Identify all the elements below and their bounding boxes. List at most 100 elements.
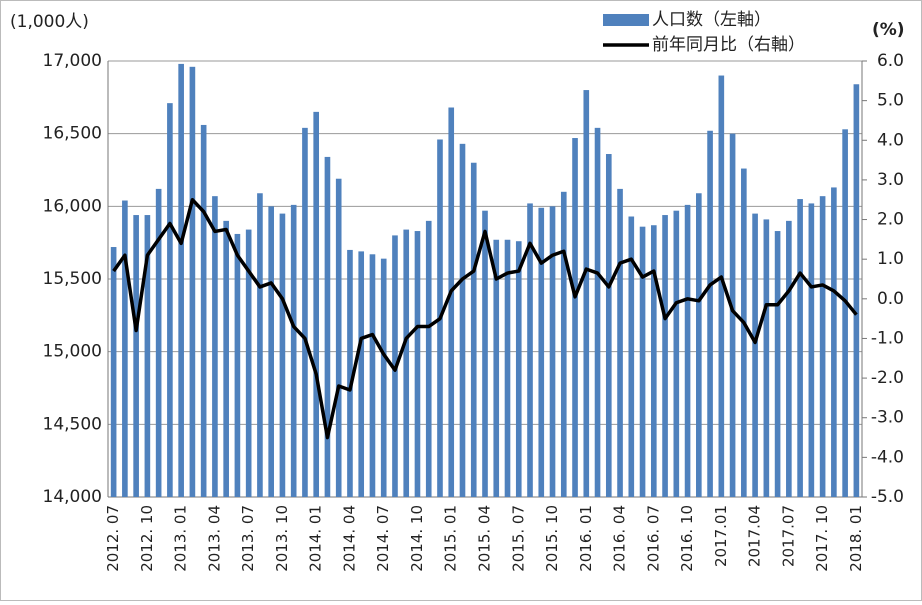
y2-tick-label: 2.0 — [877, 210, 904, 230]
bar — [268, 206, 274, 498]
bar — [842, 129, 848, 497]
bar — [122, 200, 128, 497]
bar — [538, 207, 545, 497]
y2-tick-label: 6.0 — [877, 51, 904, 71]
bar — [673, 210, 680, 497]
bar — [144, 215, 151, 497]
bar — [572, 138, 578, 497]
y2-tick-label: 4.0 — [877, 130, 904, 150]
x-tick-label: 2014. 01 — [307, 505, 325, 572]
x-tick-label: 2013. 07 — [239, 505, 257, 572]
bar — [245, 229, 252, 497]
bar — [302, 127, 308, 497]
bar — [223, 220, 229, 497]
bar — [189, 66, 196, 498]
y-tick-label: 17,000 — [43, 51, 102, 71]
bar — [369, 254, 376, 497]
bar — [380, 258, 387, 497]
x-tick-label: 2016. 07 — [644, 505, 662, 572]
bar — [279, 213, 286, 497]
bar — [313, 111, 320, 497]
y2-tick-label: -1.0 — [871, 328, 904, 348]
bar — [425, 220, 432, 497]
x-tick-label: 2014. 04 — [340, 505, 358, 572]
y-tick-label: 14,000 — [43, 487, 102, 507]
bar — [560, 191, 567, 498]
bar — [639, 226, 646, 497]
x-tick-label: 2017. 10 — [813, 505, 831, 572]
x-tick-label: 2016. 01 — [577, 505, 595, 572]
bar — [617, 188, 623, 498]
bar — [234, 233, 241, 498]
bar — [504, 239, 511, 497]
x-tick-label: 2014. 07 — [374, 505, 392, 572]
bar — [718, 75, 725, 498]
y2-tick-label: -3.0 — [871, 408, 904, 428]
x-tick-label: 2017.01 — [712, 505, 730, 567]
bar — [662, 215, 668, 497]
x-tick-label: 2012. 07 — [104, 505, 122, 572]
x-tick-label: 2015. 10 — [543, 505, 561, 572]
x-tick-label: 2013. 10 — [273, 505, 291, 572]
x-tick-label: 2013. 01 — [172, 505, 190, 572]
bar — [290, 204, 297, 497]
y-axis-label: (1,000人) — [10, 12, 89, 32]
bar — [358, 251, 365, 497]
y-tick-label: 15,500 — [43, 269, 102, 289]
y2-tick-label: 1.0 — [877, 249, 904, 269]
y2-tick-label: 0.0 — [877, 289, 904, 309]
bar — [110, 247, 117, 497]
bar — [853, 84, 860, 498]
bar — [752, 213, 758, 497]
bar — [650, 225, 657, 497]
legend-swatch — [603, 14, 649, 26]
x-tick-label: 2017.04 — [746, 505, 764, 567]
bar — [324, 156, 331, 498]
bar — [527, 203, 533, 497]
y2-tick-label: -2.0 — [871, 368, 904, 388]
bar — [212, 196, 218, 497]
bar — [167, 103, 173, 497]
bar — [257, 193, 263, 497]
x-tick-label: 2018. 01 — [847, 505, 865, 572]
bar — [583, 90, 590, 498]
bar — [178, 63, 184, 497]
bar — [786, 220, 792, 497]
y2-axis-label: (%) — [872, 20, 905, 40]
legend-label: 人口数（左軸） — [652, 10, 771, 30]
bar — [459, 143, 466, 497]
x-tick-label: 2016. 04 — [611, 505, 629, 572]
bar — [155, 188, 162, 498]
bar — [594, 127, 601, 497]
y-tick-label: 16,500 — [43, 124, 102, 144]
x-tick-label: 2015. 04 — [476, 505, 494, 572]
x-tick-label: 2014. 10 — [408, 505, 426, 572]
x-tick-label: 2015. 01 — [442, 505, 460, 572]
y-tick-label: 15,000 — [43, 342, 102, 362]
bar — [482, 210, 488, 497]
bar — [628, 216, 635, 498]
y-tick-label: 16,000 — [43, 196, 102, 216]
bar — [493, 239, 500, 497]
x-tick-label: 2016. 10 — [678, 505, 696, 572]
y2-tick-label: 3.0 — [877, 170, 904, 190]
bar — [729, 133, 736, 497]
bar — [335, 178, 342, 497]
bar — [696, 193, 702, 497]
bar — [403, 229, 410, 497]
y2-tick-label: -4.0 — [871, 447, 904, 467]
bar — [774, 231, 781, 498]
bar — [707, 130, 713, 497]
bar — [448, 107, 455, 498]
y-tick-label: 14,500 — [43, 414, 102, 434]
bar — [797, 199, 803, 498]
bar — [347, 249, 353, 497]
x-tick-label: 2013. 04 — [205, 505, 223, 572]
bar — [133, 215, 139, 497]
line — [112, 197, 858, 440]
bar — [605, 154, 612, 497]
x-tick-label: 2015. 07 — [509, 505, 527, 572]
bar — [808, 203, 815, 497]
legend-label: 前年同月比（右軸） — [652, 35, 805, 55]
bar — [684, 204, 691, 497]
